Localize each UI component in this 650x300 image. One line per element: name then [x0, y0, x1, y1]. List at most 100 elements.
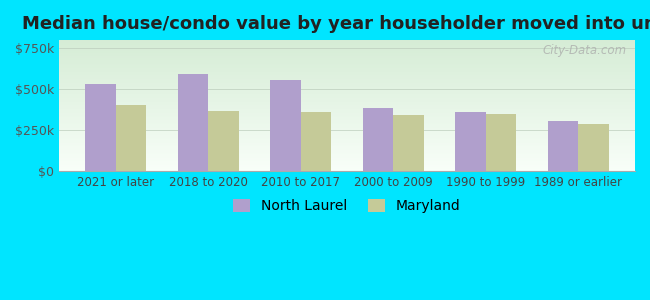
Bar: [59, 160, 635, 161]
Bar: [59, 61, 635, 62]
Bar: [59, 165, 635, 166]
Bar: [59, 55, 635, 56]
Bar: [59, 83, 635, 84]
Bar: [59, 145, 635, 146]
Bar: [59, 76, 635, 77]
Bar: [59, 47, 635, 48]
Bar: [59, 63, 635, 64]
Bar: [59, 40, 635, 41]
Bar: [59, 143, 635, 144]
Bar: [59, 68, 635, 69]
Text: City-Data.com: City-Data.com: [542, 44, 627, 57]
Legend: North Laurel, Maryland: North Laurel, Maryland: [227, 194, 466, 219]
Bar: [59, 116, 635, 117]
Bar: [59, 170, 635, 171]
Bar: [59, 161, 635, 162]
Bar: [59, 86, 635, 87]
Bar: [59, 126, 635, 127]
Bar: [178, 74, 208, 171]
Bar: [59, 91, 635, 92]
Bar: [59, 118, 635, 119]
Bar: [59, 140, 635, 141]
Bar: [59, 104, 635, 105]
Bar: [59, 54, 635, 55]
Bar: [59, 168, 635, 169]
Bar: [59, 52, 635, 53]
Bar: [59, 50, 635, 51]
Bar: [59, 152, 635, 153]
Bar: [59, 72, 635, 73]
Bar: [59, 80, 635, 81]
Bar: [59, 96, 635, 97]
Bar: [59, 101, 635, 102]
Bar: [59, 158, 635, 159]
Bar: [59, 122, 635, 123]
Bar: [59, 164, 635, 165]
Bar: [59, 64, 635, 65]
Bar: [59, 102, 635, 103]
Bar: [59, 114, 635, 115]
Bar: [363, 108, 393, 171]
Bar: [548, 121, 578, 171]
Bar: [59, 45, 635, 46]
Bar: [59, 103, 635, 104]
Bar: [59, 97, 635, 98]
Bar: [59, 67, 635, 68]
Bar: [59, 48, 635, 49]
Bar: [59, 167, 635, 168]
Bar: [59, 98, 635, 99]
Bar: [59, 41, 635, 42]
Bar: [59, 58, 635, 59]
Bar: [59, 154, 635, 155]
Bar: [59, 44, 635, 45]
Bar: [270, 80, 301, 171]
Bar: [59, 57, 635, 58]
Bar: [455, 112, 486, 171]
Bar: [59, 124, 635, 125]
Bar: [59, 56, 635, 57]
Bar: [59, 134, 635, 135]
Bar: [59, 75, 635, 76]
Bar: [59, 139, 635, 140]
Bar: [59, 117, 635, 118]
Bar: [59, 100, 635, 101]
Bar: [59, 53, 635, 54]
Bar: [59, 141, 635, 142]
Bar: [59, 157, 635, 158]
Bar: [59, 112, 635, 113]
Bar: [59, 138, 635, 139]
Bar: [59, 46, 635, 47]
Bar: [59, 81, 635, 82]
Bar: [59, 108, 635, 109]
Bar: [59, 66, 635, 67]
Bar: [59, 125, 635, 126]
Bar: [59, 84, 635, 85]
Bar: [59, 88, 635, 89]
Bar: [59, 51, 635, 52]
Bar: [208, 111, 239, 171]
Bar: [59, 87, 635, 88]
Bar: [59, 77, 635, 78]
Bar: [59, 113, 635, 114]
Bar: [59, 110, 635, 111]
Bar: [59, 133, 635, 134]
Bar: [59, 159, 635, 160]
Bar: [59, 95, 635, 96]
Bar: [59, 79, 635, 80]
Bar: [59, 115, 635, 116]
Bar: [59, 147, 635, 148]
Bar: [59, 90, 635, 91]
Bar: [59, 129, 635, 130]
Bar: [59, 135, 635, 136]
Bar: [59, 163, 635, 164]
Bar: [59, 128, 635, 129]
Bar: [59, 162, 635, 163]
Bar: [59, 136, 635, 137]
Bar: [59, 130, 635, 131]
Bar: [59, 99, 635, 100]
Bar: [59, 151, 635, 152]
Bar: [59, 93, 635, 94]
Bar: [59, 142, 635, 143]
Bar: [59, 146, 635, 147]
Bar: [59, 105, 635, 106]
